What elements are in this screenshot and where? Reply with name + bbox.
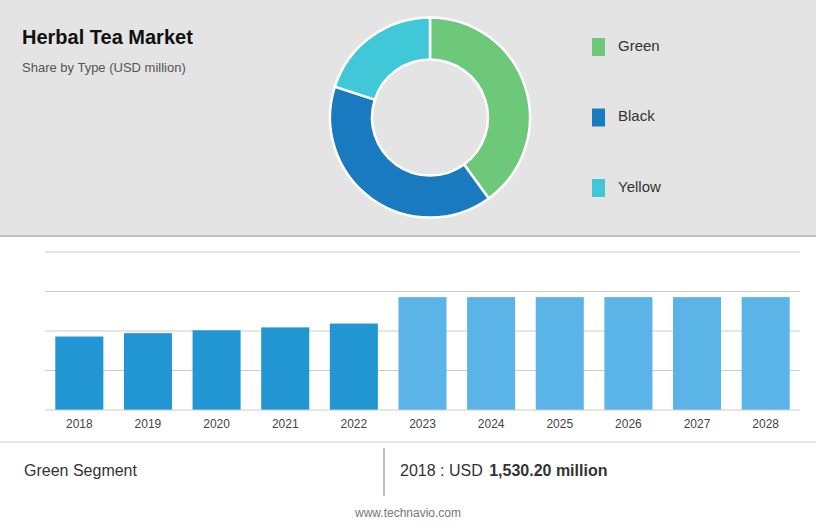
legend-label: Black — [618, 107, 655, 124]
x-tick-label: 2021 — [272, 417, 299, 431]
donut — [330, 18, 530, 218]
bar — [536, 297, 584, 410]
bar — [673, 297, 721, 410]
bars — [55, 297, 789, 410]
x-tick-label: 2020 — [203, 417, 230, 431]
footer-border — [0, 442, 816, 443]
x-tick-label: 2018 — [66, 417, 93, 431]
bar — [193, 330, 241, 410]
footer-left: Green Segment — [24, 462, 138, 479]
top-panel — [0, 0, 816, 235]
legend: Green Black Yellow — [592, 37, 661, 197]
grid-line — [45, 252, 800, 253]
bar — [742, 297, 790, 410]
bar — [261, 327, 309, 410]
x-tick-labels: 2018 2019 2020 2021 2022 2023 2024 2025 2026 2027… — [66, 417, 779, 431]
divider — [0, 235, 816, 237]
footer-url: www.technavio.com — [354, 506, 461, 520]
bar — [604, 297, 652, 410]
legend-swatch — [592, 109, 605, 127]
legend-swatch — [592, 38, 605, 56]
donut-slice — [330, 87, 489, 218]
x-tick-label: 2023 — [409, 417, 436, 431]
x-tick-label: 2026 — [615, 417, 642, 431]
footer-right-bold: 1,530.20 million — [489, 462, 607, 479]
x-tick-label: 2019 — [135, 417, 162, 431]
bar — [330, 324, 378, 410]
bar — [55, 337, 103, 410]
legend-swatch — [592, 179, 605, 197]
chart-root: Herbal Tea Market Share by Type (USD mill… — [0, 0, 816, 528]
x-tick-label: 2028 — [752, 417, 779, 431]
bar — [124, 333, 172, 410]
x-tick-label: 2024 — [478, 417, 505, 431]
footer-separator — [383, 448, 385, 496]
legend-label: Green — [618, 37, 660, 54]
legend-label: Yellow — [618, 178, 661, 195]
bar — [467, 297, 515, 410]
donut-slice — [430, 18, 530, 199]
grid-line — [45, 291, 800, 292]
title: Herbal Tea Market — [22, 26, 193, 48]
x-axis-line — [45, 410, 800, 411]
x-tick-label: 2027 — [684, 417, 711, 431]
donut-slice — [335, 18, 430, 100]
x-tick-label: 2022 — [341, 417, 368, 431]
bar — [398, 297, 446, 410]
x-tick-label: 2025 — [546, 417, 573, 431]
subtitle: Share by Type (USD million) — [22, 60, 186, 75]
footer-right-prefix: 2018 : USD — [400, 462, 487, 479]
